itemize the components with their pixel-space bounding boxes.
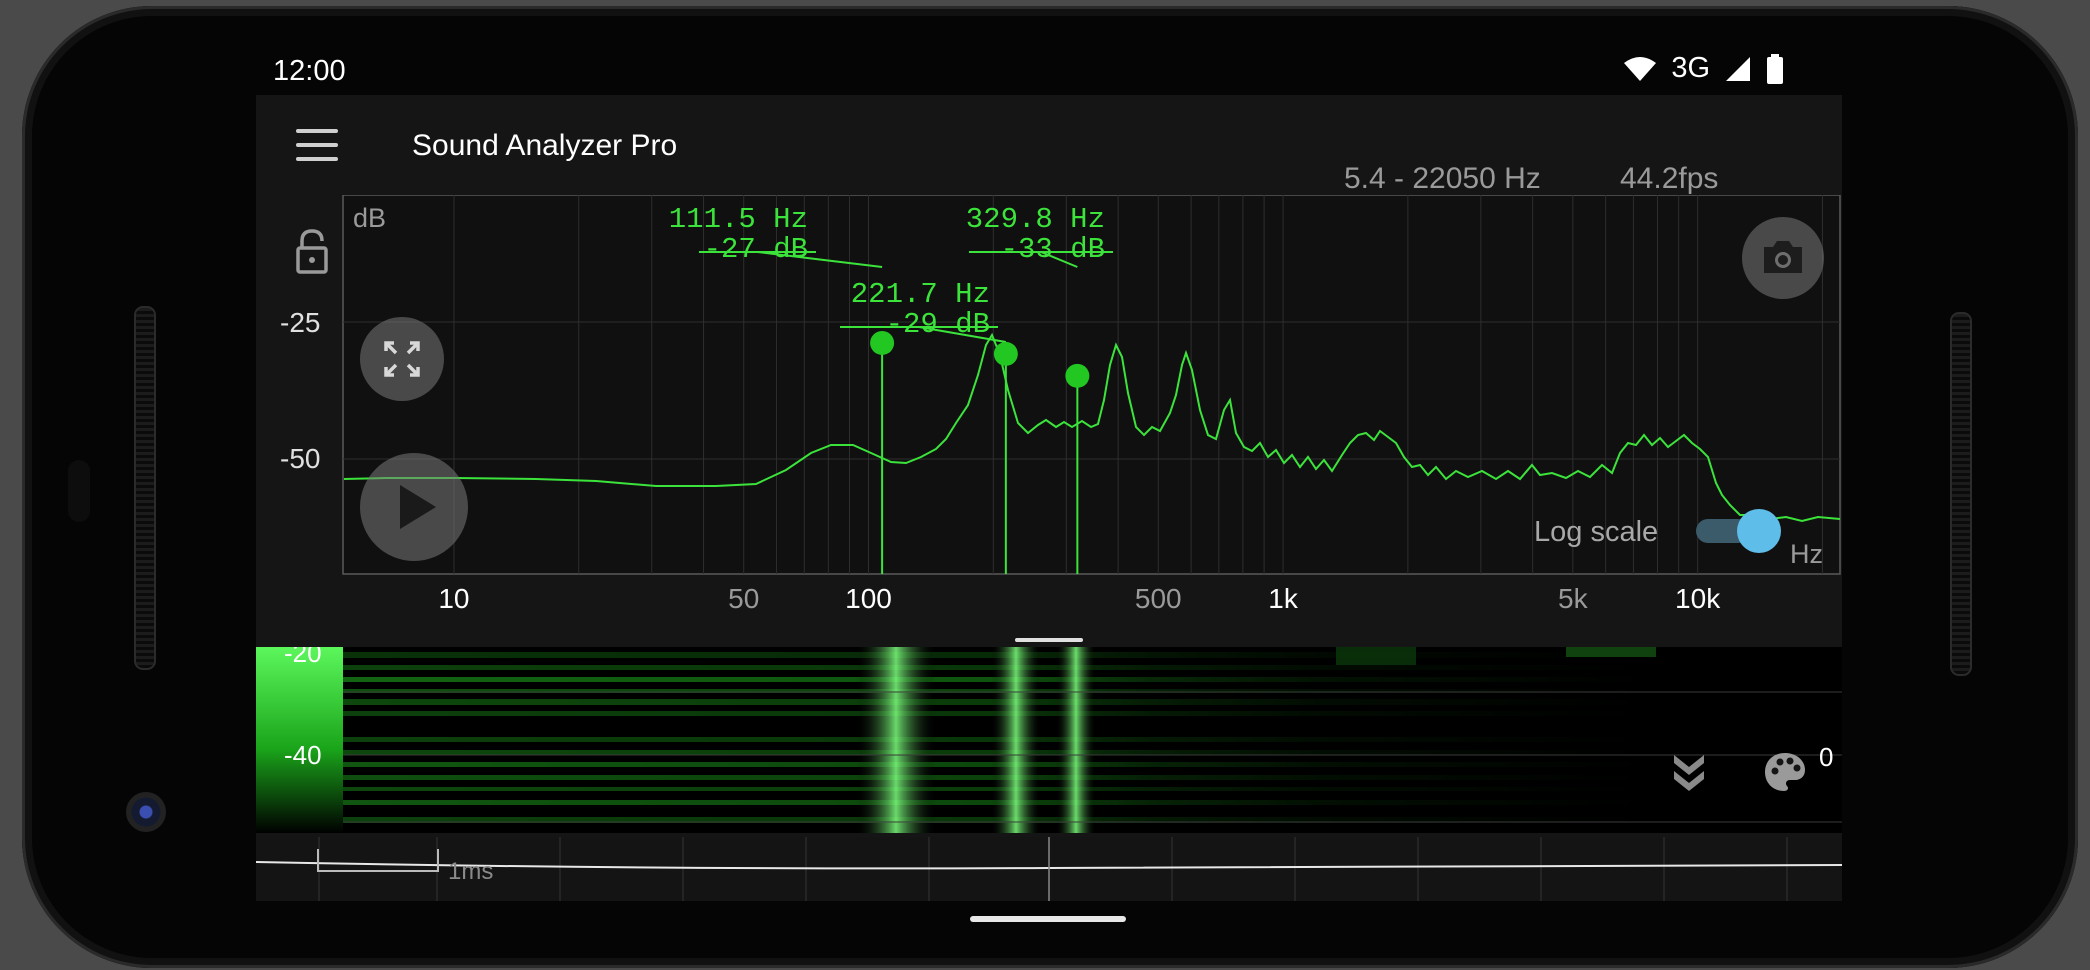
spectrogram-y-tick: -40 (284, 740, 322, 770)
status-icons: 3G (1623, 52, 1784, 85)
peak-frequency-label: 329.8 Hz (966, 203, 1105, 236)
waveform-canvas: 1ms (256, 837, 1842, 901)
spectrogram-canvas: -20 -40 (256, 647, 1842, 833)
screenshot-button[interactable] (1742, 217, 1824, 299)
palette-icon[interactable] (1762, 749, 1808, 795)
hamburger-menu-icon[interactable] (296, 129, 338, 161)
spectrogram-right-value: 0 (1819, 742, 1834, 772)
fps-readout: 44.2fps (1620, 162, 1719, 195)
frequency-range-readout: 5.4 - 22050 Hz (1344, 162, 1541, 195)
log-scale-switch-knob[interactable] (1737, 509, 1781, 553)
log-scale-label: Log scale (1534, 516, 1659, 548)
peak-marker-dot[interactable] (870, 330, 895, 355)
peak-db-label: -27 dB (704, 233, 808, 266)
app-title: Sound Analyzer Pro (412, 129, 678, 162)
x-tick-label: 5k (1558, 583, 1589, 614)
app-window: Sound Analyzer Pro 5.4 - 22050 Hz 44.2fp… (256, 95, 1842, 901)
app-toolbar: Sound Analyzer Pro 5.4 - 22050 Hz 44.2fp… (256, 95, 1842, 195)
time-scale-label: 1ms (448, 858, 493, 885)
peak-marker-dot[interactable] (993, 341, 1018, 366)
peak-frequency-label: 221.7 Hz (851, 278, 990, 311)
peak-label-connector (918, 326, 1007, 343)
y-unit-label: dB (353, 203, 386, 233)
y-tick-label: -25 (280, 307, 320, 338)
peak-marker-dot[interactable] (1065, 363, 1090, 388)
camera-icon (1764, 241, 1802, 273)
status-time: 12:00 (273, 55, 346, 87)
x-tick-label: 100 (845, 583, 892, 614)
network-type: 3G (1671, 52, 1710, 84)
peak-label-connector (757, 251, 883, 268)
play-button[interactable] (360, 453, 468, 561)
peak-label-connector (1040, 251, 1078, 268)
x-unit-label: Hz (1790, 539, 1823, 569)
spectrogram-y-tick: -20 (284, 647, 322, 668)
fullscreen-button[interactable] (360, 317, 444, 401)
wifi-icon (1624, 56, 1657, 81)
collapse-chevrons-icon[interactable] (1664, 747, 1714, 797)
lock-button[interactable] (282, 221, 342, 281)
lock-icon (296, 229, 328, 274)
battery-icon (1767, 53, 1783, 84)
spectrum-chart[interactable]: dB Hz -25 -50 10 50 100 500 1k 5k 10k 111.5 Hz… (256, 195, 1842, 645)
spectrogram-panel[interactable]: -20 -40 (256, 647, 1842, 833)
peak-db-label: -29 dB (886, 308, 990, 341)
home-gesture-bar[interactable] (970, 916, 1126, 922)
status-bar: 12:00 3G (256, 42, 1842, 98)
peak-frequency-label: 111.5 Hz (669, 203, 808, 236)
play-icon (400, 485, 436, 529)
spectrum-resize-handle[interactable] (1015, 638, 1083, 642)
peak-db-label: -33 dB (1001, 233, 1105, 266)
time-scale-bar (317, 849, 439, 872)
waveform-panel[interactable]: 1ms (256, 837, 1842, 901)
x-tick-label: 10k (1675, 583, 1721, 614)
x-tick-label: 10 (438, 583, 469, 614)
left-speaker-grille (134, 306, 156, 670)
right-speaker-grille (1950, 312, 1972, 676)
front-camera (126, 792, 166, 832)
y-tick-label: -50 (280, 443, 320, 474)
spectrum-line (343, 332, 1841, 523)
x-tick-label: 1k (1268, 583, 1299, 614)
fullscreen-icon (384, 341, 420, 377)
x-tick-label: 50 (728, 583, 759, 614)
proximity-sensor (68, 460, 90, 522)
x-tick-label: 500 (1135, 583, 1182, 614)
signal-icon (1726, 56, 1750, 81)
